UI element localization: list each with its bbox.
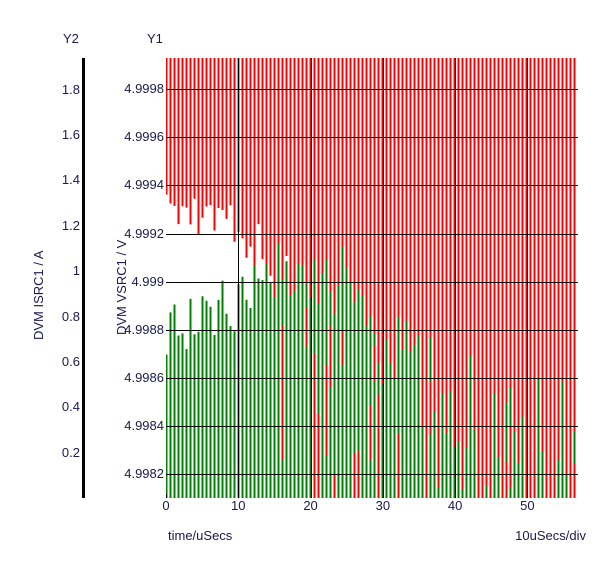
x-tick-mark	[455, 494, 456, 498]
x-tick-mark	[383, 494, 384, 498]
y1-tick-label: 4.9982	[124, 465, 164, 481]
x-tick-mark	[527, 494, 528, 498]
plot-traces	[166, 58, 578, 498]
plot-area[interactable]	[166, 58, 578, 498]
y1-tick-label: 4.9992	[124, 225, 164, 241]
y1-tick-label: 4.9988	[124, 321, 164, 337]
y1-tick-label: 4.999	[131, 273, 164, 289]
x-tick-mark	[311, 494, 312, 498]
y2-tick-label: 1.8	[61, 81, 80, 97]
x-tick-group: 0 10 20 30 40 50	[162, 494, 578, 518]
x-tick-label: 10	[231, 498, 246, 513]
y2-tick-label: 0.4	[61, 399, 80, 415]
y1-tick-label: 4.9984	[124, 417, 164, 433]
y2-tick-label: 0.2	[61, 444, 80, 460]
y2-tick-label: 1.6	[61, 127, 80, 143]
x-tick-label: 50	[520, 498, 535, 513]
y1-tick-label: 4.9996	[124, 129, 164, 145]
y2-tick-label: 1.2	[61, 217, 80, 233]
y1-tick-label: 4.9994	[124, 177, 164, 193]
y1-tick-group: 4.9982 4.9984 4.9986 4.9988 4.999 4.9992 4.999…	[112, 58, 171, 498]
x-tick-label: 30	[375, 498, 391, 513]
x-tick-label: 0	[162, 498, 170, 513]
y2-tick-label: 1.4	[61, 172, 80, 188]
x-tick-label: 20	[303, 498, 318, 513]
x-tick-label: 40	[447, 498, 463, 513]
y2-tick-group: 0.2 0.4 0.6 0.8 1 1.2 1.4 1.6 1.8	[28, 58, 80, 498]
x-tick-mark	[238, 494, 239, 498]
y2-tick-label: 0.8	[61, 308, 80, 324]
y2-axis-name: Y2	[63, 31, 79, 46]
y1-tick-label: 4.9998	[124, 81, 164, 97]
y1-tick-label: 4.9986	[124, 369, 164, 385]
y2-tick-label: 1	[72, 263, 80, 279]
y2-axis-line	[82, 58, 85, 498]
y2-tick-label: 0.6	[61, 353, 80, 369]
x-axis-per-div-label: 10uSecs/div	[515, 528, 586, 543]
x-axis-title: time/uSecs	[168, 528, 233, 543]
x-tick-mark	[166, 494, 167, 498]
y1-axis-name: Y1	[147, 31, 163, 46]
